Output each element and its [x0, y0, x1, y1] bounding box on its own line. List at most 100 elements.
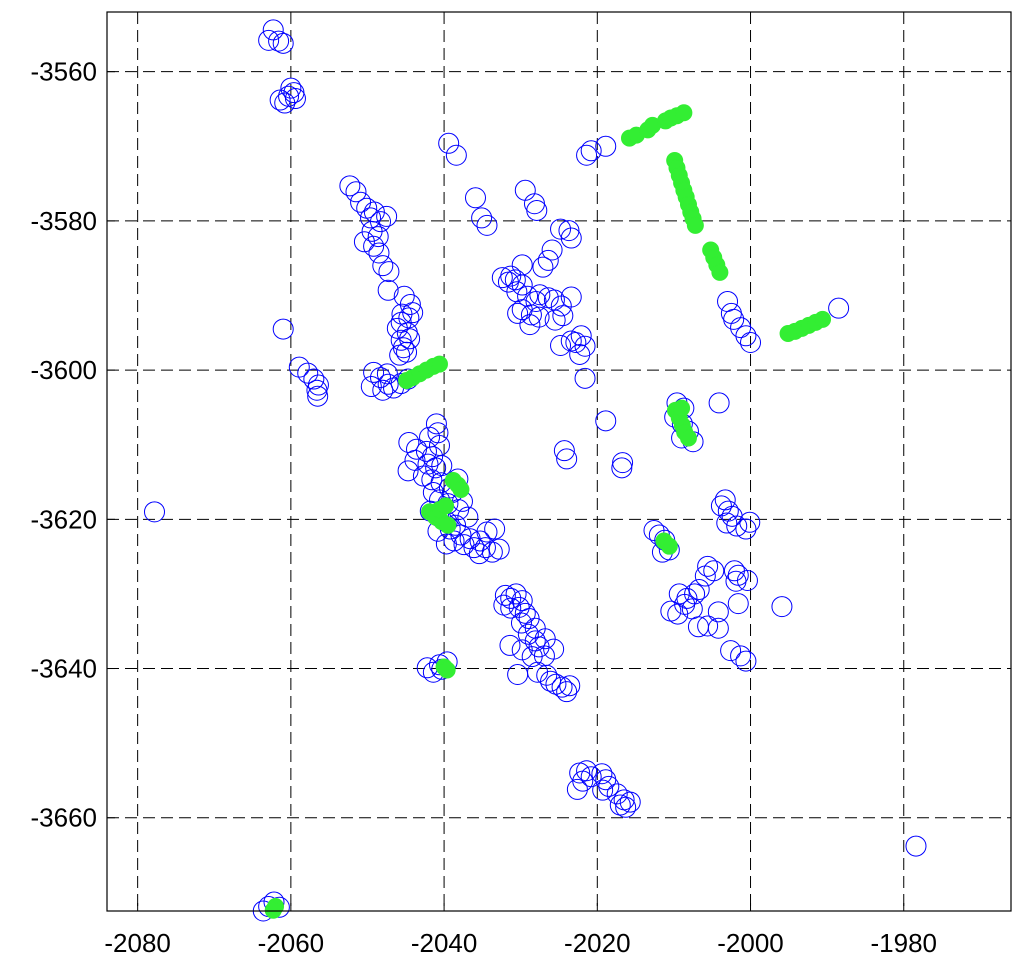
blue-point	[723, 308, 745, 330]
blue-point	[905, 835, 927, 857]
blue-point	[511, 274, 533, 296]
blue-point	[491, 267, 513, 289]
blue-point	[345, 181, 367, 203]
blue-point	[684, 583, 706, 605]
blue-point	[361, 220, 383, 242]
blue-point	[553, 440, 575, 462]
blue-point	[402, 302, 424, 324]
blue-point	[720, 302, 742, 324]
blue-point	[534, 628, 556, 650]
blue-point	[723, 560, 745, 582]
grid-lines	[107, 12, 1011, 911]
blue-point	[476, 521, 498, 543]
blue-point	[376, 205, 398, 227]
green-point	[711, 263, 729, 281]
blue-point	[488, 538, 510, 560]
blue-point	[363, 361, 385, 383]
blue-point	[269, 89, 291, 111]
blue-point	[469, 530, 491, 552]
blue-point	[707, 601, 729, 623]
blue-point	[438, 132, 460, 154]
green-point	[452, 480, 470, 498]
blue-point	[416, 657, 438, 679]
blue-point	[681, 598, 703, 620]
blue-point	[377, 373, 399, 395]
blue-point	[505, 583, 527, 605]
blue-point	[619, 791, 641, 813]
blue-point	[507, 302, 529, 324]
blue-point	[435, 533, 457, 555]
blue-point	[536, 664, 558, 686]
blue-point	[519, 314, 541, 336]
blue-point	[558, 220, 580, 242]
blue-point	[278, 85, 300, 107]
blue-point	[396, 341, 418, 363]
blue-point	[576, 144, 598, 166]
blue-point	[527, 661, 549, 683]
blue-point	[697, 615, 719, 637]
blue-point	[556, 448, 578, 470]
blue-point	[350, 191, 372, 213]
blue-point	[544, 309, 566, 331]
blue-point	[398, 307, 420, 329]
blue-point	[397, 460, 419, 482]
blue-point	[771, 596, 793, 618]
blue-point	[740, 332, 762, 354]
blue-point	[735, 325, 757, 347]
blue-point	[545, 673, 567, 695]
blue-point	[525, 290, 547, 312]
blue-point	[406, 438, 428, 460]
blue-point	[372, 379, 394, 401]
blue-point	[390, 329, 412, 351]
blue-point	[592, 779, 614, 801]
blue-point	[494, 584, 516, 606]
blue-point	[268, 30, 290, 52]
blue-point	[559, 675, 581, 697]
blue-point	[574, 335, 596, 357]
blue-point	[463, 537, 485, 559]
blue-point	[464, 187, 486, 209]
blue-point	[523, 193, 545, 215]
blue-point	[493, 594, 515, 616]
blue-point	[735, 518, 757, 540]
plot-frame	[106, 11, 1012, 912]
blue-point	[598, 775, 620, 797]
blue-point	[367, 226, 389, 248]
y-tick-label: -3660	[31, 803, 98, 833]
green-point	[814, 310, 832, 328]
y-tick-label: -3560	[31, 57, 98, 87]
blue-point	[727, 564, 749, 586]
blue-point	[727, 593, 749, 615]
blue-point	[615, 796, 637, 818]
blue-point	[725, 570, 747, 592]
blue-point	[272, 318, 294, 340]
blue-point	[730, 645, 752, 667]
blue-point	[687, 616, 709, 638]
blue-point	[368, 242, 390, 264]
blue-point	[726, 515, 748, 537]
blue-point	[378, 261, 400, 283]
blue-point	[556, 681, 578, 703]
blue-point	[360, 207, 382, 229]
blue-point	[560, 286, 582, 308]
blue-point	[390, 311, 412, 333]
blue-point	[714, 489, 736, 511]
blue-point	[730, 317, 752, 339]
blue-point	[510, 612, 532, 634]
y-tick-label: -3600	[31, 355, 98, 385]
blue-point	[606, 783, 628, 805]
blue-point	[476, 214, 498, 236]
blue-point	[306, 379, 328, 401]
blue-point	[720, 640, 742, 662]
blue-point	[526, 199, 548, 221]
blue-point	[560, 227, 582, 249]
blue-point	[303, 368, 325, 390]
blue-point	[591, 763, 613, 785]
blue-point	[339, 175, 361, 197]
blue-point	[552, 305, 574, 327]
blue-point	[499, 634, 521, 656]
blue-point	[828, 297, 850, 319]
blue-point	[736, 569, 758, 591]
blue-point	[529, 284, 551, 306]
